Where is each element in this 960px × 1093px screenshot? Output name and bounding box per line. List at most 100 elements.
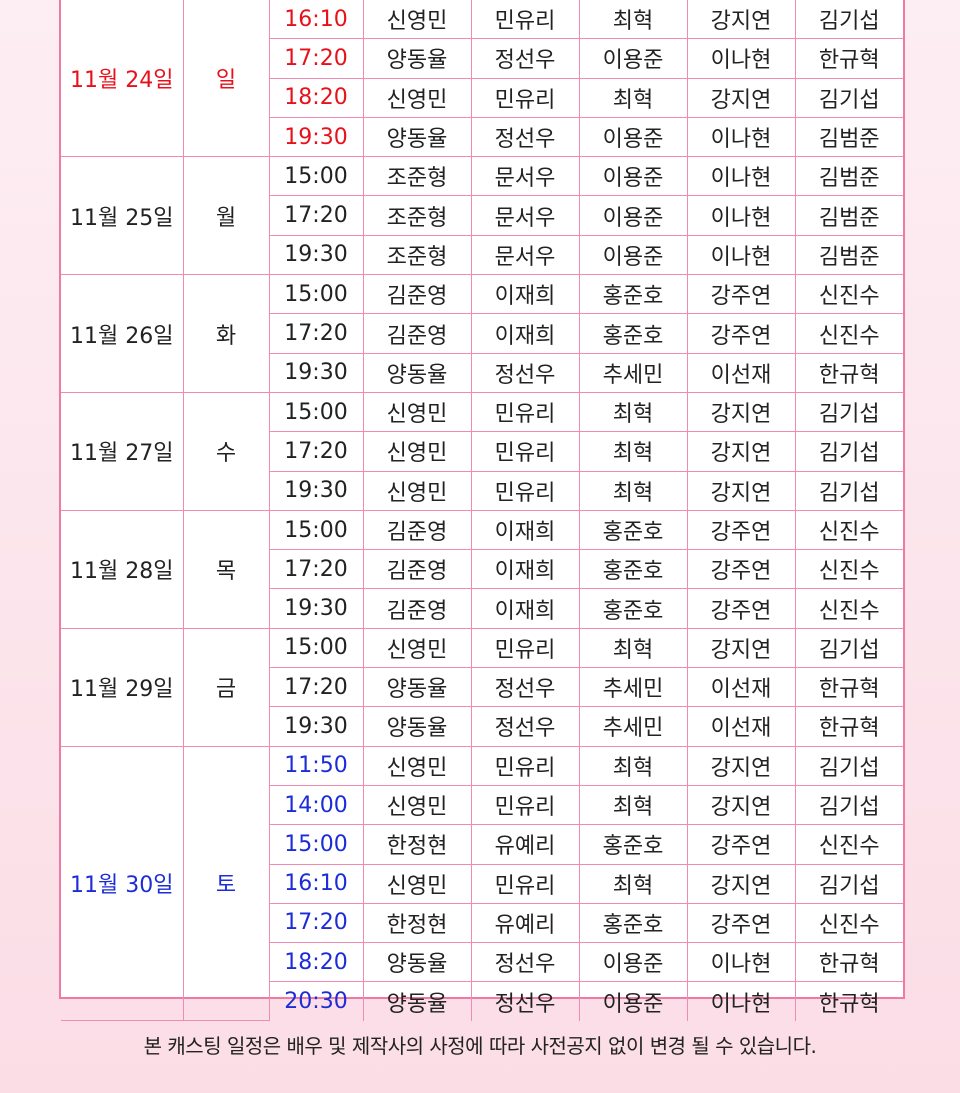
table-row: 11월 29일 금 15:00 신영민 민유리 최혁 강지연 김기섭 — [61, 627, 903, 747]
cast-cell: 최혁 — [578, 470, 688, 511]
cast-cell: 신진수 — [794, 902, 903, 944]
cast-cell: 이재희 — [470, 313, 580, 354]
cast-cell: 홍준호 — [578, 549, 688, 590]
cast-cell: 강주연 — [686, 824, 796, 865]
date-cell: 11월 25일 — [61, 156, 184, 276]
table-row: 11월 30일 토 11:50 신영민 민유리 최혁 강지연 김기섭 — [61, 745, 903, 1022]
showtime-cell: 15:00 — [268, 274, 364, 315]
cast-cell: 이용준 — [578, 156, 688, 197]
cast-cell: 이나현 — [686, 116, 796, 158]
table-row: 18:20 양동율 정선우 이용준 이나현 한규혁 — [61, 942, 903, 983]
cast-cell: 강주연 — [686, 509, 796, 551]
cast-cell: 민유리 — [470, 745, 580, 786]
cast-cell: 김범준 — [794, 234, 903, 276]
showtime-cell: 17:20 — [269, 902, 364, 944]
table-row: 15:00 한정현 유예리 홍준호 강주연 신진수 — [61, 824, 903, 865]
cast-cell: 강지연 — [686, 431, 796, 472]
cast-cell: 강주연 — [686, 274, 796, 315]
cast-cell: 신영민 — [362, 470, 472, 511]
cast-cell: 추세민 — [578, 352, 688, 393]
cast-cell: 강지연 — [686, 863, 796, 904]
showtime-cell: 15:00 — [268, 509, 364, 551]
table-row: 17:20 신영민 민유리 최혁 강지연 김기섭 — [61, 431, 903, 472]
showtime-cell: 17:20 — [269, 549, 364, 590]
cast-cell: 양동율 — [362, 981, 472, 1021]
cast-cell: 이재희 — [470, 274, 580, 315]
cast-cell: 이용준 — [578, 234, 688, 276]
cast-cell: 신영민 — [362, 863, 472, 904]
table-row: 16:10 신영민 민유리 최혁 강지연 김기섭 — [61, 863, 903, 904]
cast-cell: 이용준 — [578, 942, 688, 983]
weekday-cell: 화 — [182, 274, 270, 393]
cast-cell: 이용준 — [578, 38, 688, 79]
cast-cell: 김기섭 — [794, 391, 903, 433]
cast-cell: 신진수 — [794, 509, 903, 551]
weekday-cell: 일 — [182, 0, 270, 158]
cast-cell: 김범준 — [794, 156, 903, 197]
cast-cell: 정선우 — [470, 116, 580, 158]
table-row: 11월 25일 월 15:00 조준형 문서우 이용준 이나현 김범준 — [61, 156, 903, 276]
cast-cell: 추세민 — [578, 667, 688, 708]
disclaimer-notice: 본 캐스팅 일정은 배우 및 제작사의 사정에 따라 사전공지 없이 변경 될 … — [143, 1034, 817, 1058]
cast-cell: 김기섭 — [794, 627, 903, 669]
showtime-cell: 19:30 — [269, 470, 364, 511]
cast-cell: 양동율 — [362, 116, 472, 158]
showtime-cell: 19:30 — [269, 588, 364, 629]
cast-cell: 최혁 — [578, 77, 688, 118]
cast-cell: 정선우 — [470, 38, 580, 79]
table-row: 17:20 한정현 유예리 홍준호 강주연 신진수 — [61, 902, 903, 944]
cast-cell: 한규혁 — [794, 981, 903, 1021]
cast-cell: 김기섭 — [794, 784, 903, 826]
table-row: 17:20 김준영 이재희 홍준호 강주연 신진수 — [61, 549, 903, 590]
cast-cell: 민유리 — [470, 77, 580, 118]
table-row: 18:20 신영민 민유리 최혁 강지연 김기섭 — [61, 77, 903, 118]
cast-cell: 강지연 — [686, 77, 796, 118]
cast-cell: 민유리 — [470, 470, 580, 511]
showtime-cell: 11:50 — [268, 745, 364, 786]
cast-cell: 김기섭 — [794, 0, 903, 40]
showtime-cell: 17:20 — [269, 667, 364, 708]
cast-cell: 문서우 — [470, 234, 580, 276]
cast-cell: 이나현 — [686, 942, 796, 983]
cast-cell: 최혁 — [578, 745, 688, 786]
cast-cell: 정선우 — [470, 942, 580, 983]
weekday-cell: 금 — [182, 627, 270, 747]
casting-schedule-table: 11월 24일 일 16:10 신영민 민유리 최혁 강지연 김기섭 17:20 양동율 정선우 이용… — [59, 0, 905, 1022]
cast-cell: 최혁 — [578, 627, 688, 669]
schedule-grid: 11월 24일 일 16:10 신영민 민유리 최혁 강지연 김기섭 17:20 양동율 정선우 이용… — [61, 0, 903, 1022]
cast-cell: 신진수 — [794, 824, 903, 865]
cast-cell: 이나현 — [686, 156, 796, 197]
cast-cell: 이용준 — [578, 116, 688, 158]
cast-cell: 김준영 — [362, 274, 472, 315]
cast-cell: 이나현 — [686, 38, 796, 79]
cast-cell: 신진수 — [794, 588, 903, 629]
cast-cell: 강지연 — [686, 0, 796, 40]
cast-cell: 문서우 — [470, 156, 580, 197]
cast-cell: 김기섭 — [794, 431, 903, 472]
cast-cell: 김기섭 — [794, 745, 903, 786]
cast-cell: 강지연 — [686, 391, 796, 433]
cast-cell: 홍준호 — [578, 588, 688, 629]
weekday-cell: 월 — [182, 156, 270, 276]
cast-cell: 한규혁 — [794, 706, 903, 747]
table-row: 19:30 양동율 정선우 추세민 이선재 한규혁 — [61, 352, 903, 393]
table-row: 11월 26일 화 15:00 김준영 이재희 홍준호 강주연 신진수 — [61, 274, 903, 393]
showtime-cell: 18:20 — [269, 942, 364, 983]
table-row: 20:30 양동율 정선우 이용준 이나현 한규혁 — [61, 981, 903, 1021]
cast-cell: 조준형 — [362, 195, 472, 236]
cast-cell: 김범준 — [794, 195, 903, 236]
cast-cell: 신영민 — [362, 391, 472, 433]
showtime-cell: 19:30 — [269, 116, 364, 158]
showtime-cell: 17:20 — [269, 38, 364, 79]
cast-cell: 조준형 — [362, 156, 472, 197]
cast-cell: 이나현 — [686, 234, 796, 276]
cast-cell: 민유리 — [470, 627, 580, 669]
cast-cell: 양동율 — [362, 352, 472, 393]
cast-cell: 강지연 — [686, 627, 796, 669]
cast-cell: 신영민 — [362, 745, 472, 786]
cast-cell: 김범준 — [794, 116, 903, 158]
table-row: 19:30 양동율 정선우 이용준 이나현 김범준 — [61, 116, 903, 158]
cast-cell: 이용준 — [578, 981, 688, 1021]
cast-cell: 홍준호 — [578, 274, 688, 315]
showtime-cell: 17:20 — [269, 313, 364, 354]
